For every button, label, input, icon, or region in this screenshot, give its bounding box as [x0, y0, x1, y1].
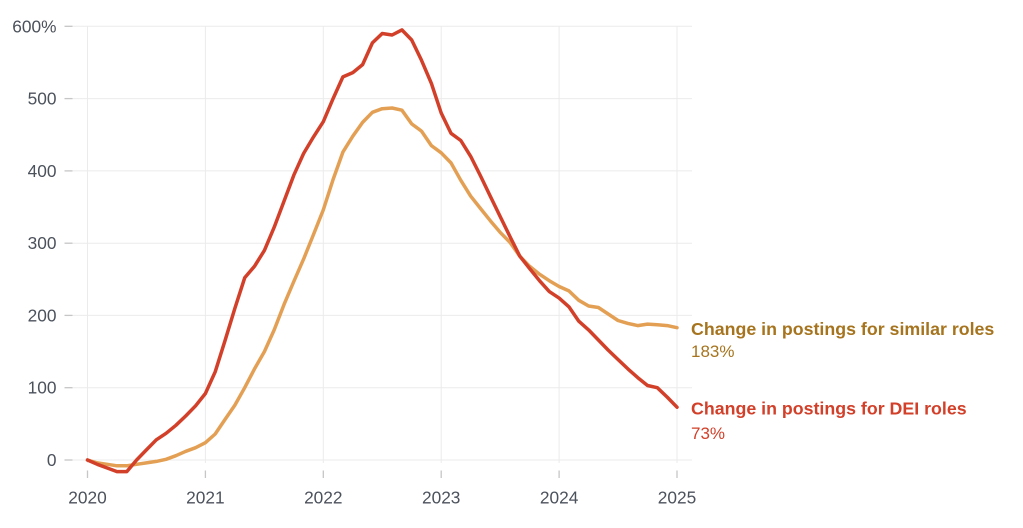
svg-text:300: 300	[28, 233, 57, 253]
svg-text:2024: 2024	[540, 488, 579, 508]
svg-text:600%: 600%	[12, 16, 56, 36]
svg-text:200: 200	[28, 305, 57, 325]
svg-text:500: 500	[28, 89, 57, 109]
svg-text:100: 100	[28, 378, 57, 398]
svg-text:2022: 2022	[304, 488, 342, 508]
svg-text:183%: 183%	[691, 342, 734, 361]
svg-text:73%: 73%	[691, 424, 725, 443]
svg-text:400: 400	[28, 161, 57, 181]
svg-text:2023: 2023	[422, 488, 460, 508]
svg-text:Change in postings for DEI rol: Change in postings for DEI roles	[691, 399, 967, 419]
svg-text:2020: 2020	[68, 488, 106, 508]
svg-text:Change in postings for similar: Change in postings for similar roles	[691, 319, 994, 339]
svg-text:2025: 2025	[658, 488, 696, 508]
svg-text:2021: 2021	[186, 488, 224, 508]
svg-text:0: 0	[47, 450, 57, 470]
